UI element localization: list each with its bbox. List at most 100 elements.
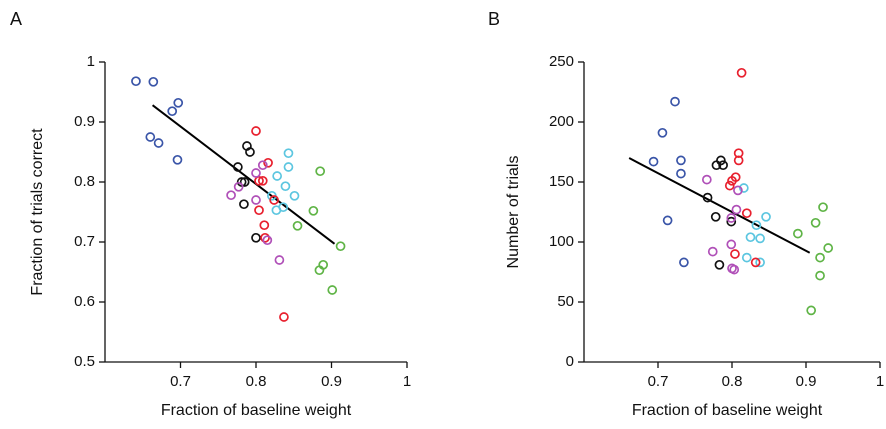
point [145, 132, 156, 142]
point [676, 168, 686, 179]
point [736, 67, 747, 78]
point [730, 249, 740, 259]
point [251, 195, 261, 205]
point [263, 157, 273, 168]
point [254, 205, 264, 216]
point [239, 177, 250, 187]
y-tick-label: 50 [557, 293, 574, 310]
point [274, 255, 285, 265]
x-tick-label: 0.8 [246, 373, 267, 390]
point [710, 211, 721, 222]
point [818, 202, 828, 213]
y-tick-label: 0.5 [74, 353, 95, 370]
point [727, 263, 737, 274]
y-tick-label: 200 [549, 113, 574, 130]
point [226, 190, 236, 201]
x-tick-label: 1 [876, 373, 884, 390]
point [726, 213, 737, 223]
point [172, 154, 183, 165]
point [755, 233, 765, 244]
point [714, 259, 725, 270]
y-tick-label: 250 [549, 53, 574, 70]
point [257, 175, 268, 186]
point [702, 192, 713, 203]
point [741, 208, 752, 219]
x-axis-label: Fraction of baseline weight [161, 402, 352, 419]
y-tick-label: 0.7 [74, 233, 95, 250]
point [711, 160, 722, 171]
point [278, 202, 289, 213]
point [741, 252, 752, 263]
point [676, 155, 686, 166]
panel-label: A [10, 9, 22, 29]
point [239, 199, 249, 210]
point [726, 216, 737, 227]
point [308, 205, 319, 216]
panel-label: B [488, 9, 500, 29]
point [335, 241, 346, 252]
point [280, 181, 291, 192]
point [657, 127, 668, 138]
point [279, 312, 289, 322]
point [733, 185, 743, 196]
point [167, 106, 178, 117]
point [724, 180, 735, 191]
y-tick-label: 0.9 [74, 113, 95, 130]
y-tick-label: 0 [566, 353, 574, 370]
point [259, 220, 270, 231]
point [153, 138, 164, 148]
point [245, 147, 255, 157]
x-tick-label: 0.9 [796, 373, 817, 390]
point [745, 232, 756, 243]
point [727, 175, 737, 186]
point [701, 174, 712, 185]
y-tick-label: 1 [87, 53, 95, 70]
point [251, 232, 261, 243]
point [148, 76, 159, 87]
point [815, 252, 825, 263]
point [731, 204, 742, 215]
y-axis-label: Fraction of trials correct [29, 128, 46, 296]
point [733, 155, 744, 166]
point [327, 285, 338, 295]
point [251, 168, 261, 178]
point [718, 160, 728, 171]
point [131, 76, 141, 87]
point [173, 97, 184, 108]
point [315, 166, 326, 177]
fit-line [628, 157, 811, 254]
point [251, 126, 261, 136]
x-tick-label: 1 [403, 373, 411, 390]
point [257, 160, 268, 171]
point [750, 257, 761, 268]
x-axis-label: Fraction of baseline weight [632, 402, 823, 419]
y-tick-label: 0.6 [74, 293, 95, 310]
point [707, 246, 718, 257]
point [761, 211, 771, 222]
point [260, 232, 270, 243]
x-tick-label: 0.8 [722, 373, 743, 390]
point [283, 148, 294, 159]
point [810, 217, 821, 228]
point [314, 265, 325, 276]
point [254, 175, 264, 186]
point [289, 190, 300, 201]
point [751, 220, 762, 231]
point [662, 215, 673, 226]
point [738, 183, 749, 193]
point [806, 305, 817, 316]
y-axis-label: Number of trials [505, 156, 522, 269]
point [815, 270, 825, 281]
point [272, 171, 282, 181]
y-tick-label: 0.8 [74, 173, 95, 190]
x-tick-label: 0.9 [321, 373, 342, 390]
point [726, 239, 737, 250]
point [262, 235, 273, 246]
y-tick-label: 100 [549, 233, 574, 250]
x-tick-label: 0.7 [648, 373, 669, 390]
point [292, 220, 303, 231]
point [283, 162, 294, 172]
point [679, 257, 689, 268]
point [648, 156, 659, 167]
